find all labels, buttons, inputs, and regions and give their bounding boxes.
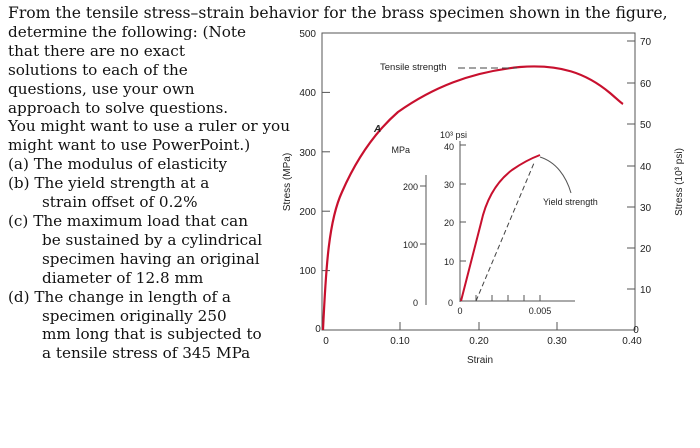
part-b-continuation: strain offset of 0.2%	[42, 193, 198, 212]
part-b: (b) The yield strength at a	[8, 174, 298, 193]
yield-strength-label: Yield strength	[543, 197, 598, 207]
problem-intro-line: questions, use your own	[8, 79, 195, 98]
y-tick-ksi-30: 30	[640, 203, 652, 214]
inset-ksi-tick-20: 20	[444, 218, 454, 228]
y-tick-ksi-20: 20	[640, 244, 652, 255]
problem-intro-line: approach to solve questions.	[8, 98, 229, 117]
point-a-label: A	[373, 124, 381, 135]
inset-mpa-unit: MPa	[391, 145, 410, 155]
inset-ksi-tick-0: 0	[448, 298, 453, 308]
right-axis-label: Stress (10³ psi)	[674, 148, 685, 216]
part-a-label: (a)	[8, 155, 29, 174]
tensile-strength-label: Tensile strength	[380, 62, 447, 73]
part-d-label: (d)	[8, 287, 30, 306]
part-c-label: (c)	[8, 211, 29, 230]
y-tick-ksi-0: 0	[633, 325, 639, 336]
part-c: (c) The maximum load that can	[8, 212, 298, 231]
inset-plot: MPa 200 100 0 10³ psi 40 30 20 10 0 0 0.…	[391, 130, 597, 316]
yield-strength-pointer	[539, 156, 572, 194]
inset-x-tick-0: 0	[457, 306, 462, 316]
y-tick-ksi-50: 50	[640, 120, 652, 131]
part-c-continuation: diameter of 12.8 mm	[42, 268, 204, 287]
inset-ksi-tick-30: 30	[444, 180, 454, 190]
left-axis-label: Stress (MPa)	[282, 153, 293, 211]
inset-mpa-tick-200: 200	[403, 182, 418, 192]
inset-curve	[460, 154, 541, 302]
y-tick-ksi-40: 40	[640, 162, 652, 173]
inset-mpa-tick-0: 0	[413, 298, 418, 308]
y-tick-ksi-60: 60	[640, 79, 652, 90]
x-tick-0.40: 0.40	[622, 336, 642, 347]
problem-intro-line: You might want to use a ruler or you	[8, 117, 290, 136]
part-a: (a) The modulus of elasticity	[8, 155, 298, 174]
x-tick-0: 0	[323, 336, 329, 347]
y-tick-mpa-100: 100	[299, 266, 316, 277]
y-tick-mpa-200: 200	[299, 207, 316, 218]
y-tick-mpa-0: 0	[315, 324, 321, 335]
part-d-continuation: mm long that is subjected to	[42, 325, 262, 344]
y-tick-mpa-500: 500	[299, 29, 316, 40]
right-axis-ticks	[627, 40, 635, 290]
part-b-label: (b)	[8, 174, 30, 193]
problem-intro-line: that there are no exact	[8, 41, 185, 60]
inset-ksi-unit: 10³ psi	[440, 130, 467, 140]
problem-text: From the tensile stress–strain behavior …	[8, 4, 668, 363]
inset-ksi-tick-40: 40	[444, 142, 454, 152]
problem-intro-line: determine the following: (Note	[8, 22, 246, 41]
inset-mpa-tick-100: 100	[403, 240, 418, 250]
x-axis-ticks	[399, 322, 558, 330]
left-axis-ticks	[322, 32, 330, 272]
part-c-text: The maximum load that can	[33, 211, 249, 230]
y-tick-ksi-10: 10	[640, 285, 652, 296]
part-c-continuation: be sustained by a cylindrical	[42, 230, 263, 249]
inset-ksi-tick-10: 10	[444, 257, 454, 267]
x-tick-0.10: 0.10	[390, 336, 410, 347]
x-tick-0.20: 0.20	[469, 336, 489, 347]
y-tick-ksi-70: 70	[640, 37, 652, 48]
problem-intro-line: solutions to each of the	[8, 60, 188, 79]
part-d-continuation: specimen originally 250	[42, 306, 227, 325]
problem-intro-line: might want to use PowerPoint.)	[8, 136, 251, 155]
part-d-continuation: a tensile stress of 345 MPa	[42, 344, 251, 363]
part-a-text: The modulus of elasticity	[33, 155, 228, 174]
inset-x-tick-0.005: 0.005	[529, 306, 552, 316]
part-d-text: The change in length of a	[34, 287, 231, 306]
part-d: (d) The change in length of a	[8, 288, 298, 307]
y-tick-mpa-400: 400	[299, 88, 316, 99]
part-b-text: The yield strength at a	[34, 174, 210, 193]
x-axis-label: Strain	[467, 355, 493, 366]
x-tick-0.30: 0.30	[547, 336, 567, 347]
stress-strain-curve	[321, 65, 624, 331]
part-c-continuation: specimen having an original	[42, 249, 260, 268]
offset-dashed-line	[475, 162, 535, 302]
y-tick-mpa-300: 300	[299, 148, 316, 159]
